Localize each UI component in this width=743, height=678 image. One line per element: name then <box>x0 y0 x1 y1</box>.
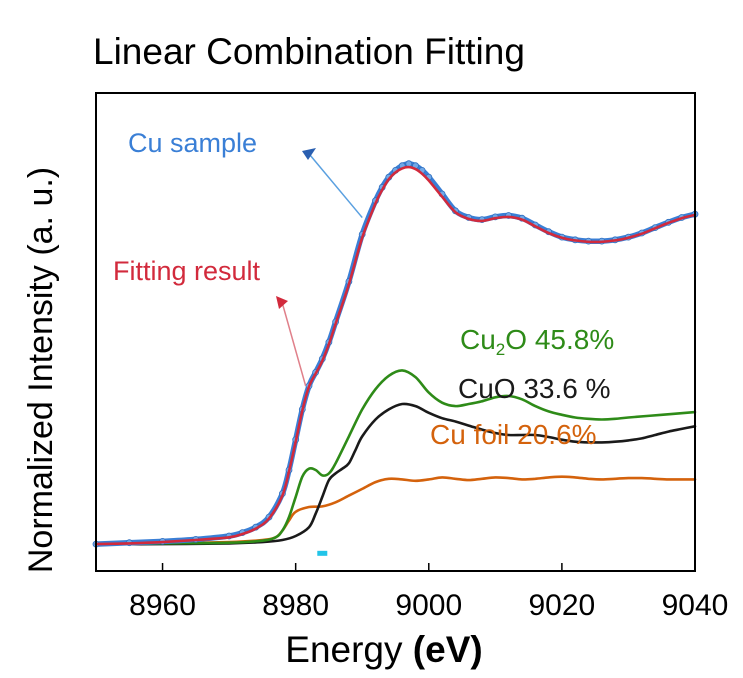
x-axis-label: Energy (eV) <box>285 629 482 670</box>
annotation-layer: Cu sample Fitting result Cu2O 45.8% CuO … <box>113 128 614 556</box>
fitting-result-arrowhead <box>276 296 288 309</box>
cu-sample-arrow <box>309 154 363 219</box>
cuo-label: CuO 33.6 % <box>458 373 611 404</box>
fitting-result-line <box>94 165 697 546</box>
x-axis-label-main: Energy <box>285 629 403 670</box>
cu-sample-arrowhead <box>302 148 316 160</box>
x-tick-label: 9000 <box>395 589 462 622</box>
cu-foil-series <box>94 475 697 546</box>
x-axis-label-unit: (eV) <box>413 629 483 670</box>
cuo-line <box>94 402 697 546</box>
chart-title: Linear Combination Fitting <box>93 31 525 72</box>
series-layer <box>92 160 699 548</box>
plot-frame <box>95 92 696 572</box>
fitting-result-arrow <box>281 301 307 387</box>
x-tick-layer: 8960 8980 9000 9020 9040 <box>129 563 728 622</box>
y-axis-label: Normalized Intensity (a. u.) <box>22 167 60 573</box>
x-tick-label: 8960 <box>129 589 196 622</box>
x-tick-label: 8980 <box>262 589 329 622</box>
energy-marker <box>317 550 328 556</box>
x-tick-label: 9040 <box>662 589 729 622</box>
cuo-series <box>94 402 697 546</box>
fitting-result-label: Fitting result <box>113 256 261 286</box>
x-tick-label: 9020 <box>529 589 596 622</box>
cu-sample-label: Cu sample <box>128 128 257 158</box>
cu-foil-label: Cu foil 20.6% <box>430 419 597 450</box>
fitting-result-series <box>94 165 697 546</box>
cu2o-label: Cu2O 45.8% <box>460 324 614 359</box>
cu2o-series <box>94 369 697 546</box>
cu2o-line <box>94 369 697 546</box>
cu-foil-line <box>94 475 697 546</box>
